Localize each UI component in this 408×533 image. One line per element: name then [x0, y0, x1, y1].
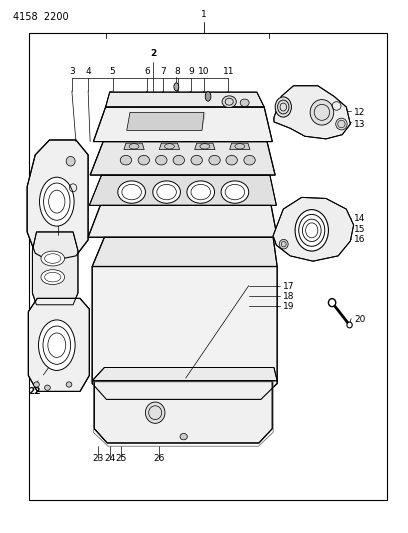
Polygon shape — [92, 368, 277, 381]
Text: 7: 7 — [160, 67, 166, 76]
Ellipse shape — [191, 156, 202, 165]
Polygon shape — [124, 143, 144, 150]
Ellipse shape — [66, 157, 75, 166]
Text: 3: 3 — [69, 67, 75, 76]
Text: 17: 17 — [283, 282, 295, 291]
Ellipse shape — [221, 181, 249, 203]
Text: 5: 5 — [110, 67, 115, 76]
Polygon shape — [195, 143, 215, 150]
Text: 10: 10 — [198, 67, 210, 76]
Bar — [29, 33, 387, 500]
Text: 14: 14 — [355, 214, 366, 223]
Polygon shape — [92, 237, 277, 266]
Text: 9: 9 — [188, 67, 194, 76]
Ellipse shape — [118, 181, 145, 203]
Polygon shape — [28, 298, 89, 391]
Text: 18: 18 — [283, 292, 295, 301]
Ellipse shape — [275, 97, 291, 117]
Ellipse shape — [174, 83, 179, 91]
Text: 6: 6 — [144, 67, 150, 76]
Ellipse shape — [187, 181, 215, 203]
Ellipse shape — [226, 156, 237, 165]
Ellipse shape — [279, 239, 288, 249]
Polygon shape — [230, 143, 250, 150]
Polygon shape — [32, 232, 78, 305]
Ellipse shape — [240, 99, 249, 107]
Polygon shape — [92, 266, 277, 399]
Ellipse shape — [244, 156, 255, 165]
Polygon shape — [106, 92, 264, 107]
Ellipse shape — [336, 118, 347, 130]
Ellipse shape — [40, 177, 74, 226]
Ellipse shape — [328, 298, 336, 306]
Text: 20: 20 — [355, 315, 366, 324]
Polygon shape — [93, 107, 272, 142]
Polygon shape — [90, 142, 275, 175]
Ellipse shape — [205, 92, 211, 101]
Ellipse shape — [38, 320, 75, 370]
Ellipse shape — [155, 156, 167, 165]
Text: 13: 13 — [355, 119, 366, 128]
Ellipse shape — [209, 156, 220, 165]
Ellipse shape — [41, 251, 64, 266]
Polygon shape — [274, 86, 350, 139]
Text: 22: 22 — [28, 387, 40, 396]
Ellipse shape — [138, 156, 149, 165]
Text: 8: 8 — [175, 67, 180, 76]
Text: 12: 12 — [355, 108, 366, 117]
Polygon shape — [27, 140, 88, 261]
Text: 15: 15 — [355, 225, 366, 234]
Polygon shape — [94, 381, 272, 443]
Text: 4: 4 — [85, 67, 91, 76]
Text: 21: 21 — [47, 210, 60, 219]
Text: 11: 11 — [223, 67, 234, 76]
Ellipse shape — [41, 270, 64, 285]
Ellipse shape — [66, 382, 72, 387]
Ellipse shape — [295, 209, 328, 251]
Ellipse shape — [33, 382, 39, 387]
Ellipse shape — [347, 322, 352, 328]
Polygon shape — [159, 143, 180, 150]
Text: 23: 23 — [93, 454, 104, 463]
Ellipse shape — [310, 100, 334, 125]
Polygon shape — [273, 197, 354, 261]
Text: 24: 24 — [104, 454, 115, 463]
Text: 25: 25 — [115, 454, 126, 463]
Ellipse shape — [44, 385, 50, 390]
Polygon shape — [127, 112, 204, 131]
Ellipse shape — [120, 156, 132, 165]
Text: 1: 1 — [201, 10, 207, 19]
Ellipse shape — [173, 156, 184, 165]
Ellipse shape — [222, 96, 236, 108]
Text: 26: 26 — [153, 454, 165, 463]
Text: 4158  2200: 4158 2200 — [13, 12, 69, 22]
Ellipse shape — [145, 402, 165, 423]
Ellipse shape — [180, 433, 187, 440]
Text: 19: 19 — [283, 302, 295, 311]
Ellipse shape — [153, 181, 180, 203]
Text: 2: 2 — [150, 49, 156, 58]
Text: 16: 16 — [355, 236, 366, 245]
Polygon shape — [89, 175, 276, 205]
Polygon shape — [88, 205, 277, 237]
